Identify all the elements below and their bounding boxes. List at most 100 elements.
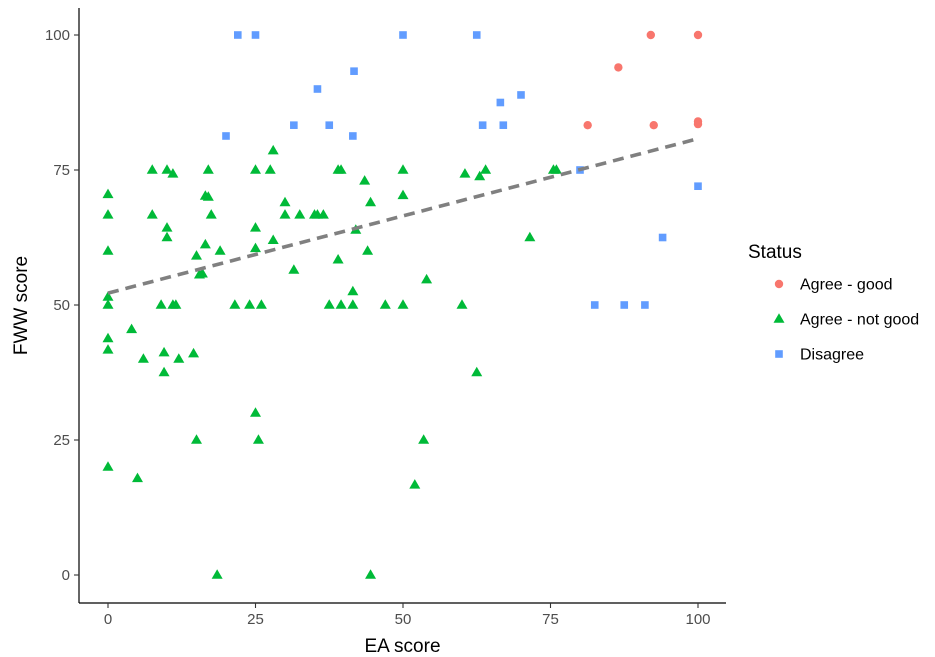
data-points [102, 30, 703, 579]
data-point-triangle [397, 299, 409, 309]
data-point-triangle [365, 196, 377, 207]
data-point-circle [614, 63, 623, 72]
y-axis-ticks: 0 25 50 75 100 [45, 27, 79, 584]
data-point-square [620, 301, 629, 309]
x-tick-label: 75 [542, 611, 559, 628]
y-tick-label: 25 [53, 432, 70, 449]
y-axis-title: FWW score [11, 256, 32, 355]
data-point-triangle [205, 209, 217, 219]
legend-label: Agree - not good [800, 312, 919, 329]
data-point-triangle [524, 231, 536, 242]
data-point-triangle [102, 461, 114, 471]
data-point-square [694, 182, 702, 190]
data-point-square [251, 31, 260, 39]
trend-line-group [107, 136, 699, 295]
data-point-circle [583, 120, 592, 130]
data-point-triangle [191, 434, 202, 444]
data-point-square [658, 233, 667, 242]
x-tick-label: 100 [685, 611, 710, 628]
data-point-triangle [161, 164, 173, 174]
data-point-triangle [288, 264, 300, 274]
data-point-triangle [264, 164, 276, 174]
legend-title: Status [748, 242, 802, 263]
data-point-triangle [250, 164, 261, 174]
data-point-triangle [459, 168, 471, 178]
data-point-triangle [456, 299, 468, 309]
y-tick-label: 0 [62, 567, 70, 584]
data-point-circle [693, 30, 703, 40]
data-point-square [496, 98, 505, 107]
data-point-triangle [137, 353, 149, 363]
data-point-triangle [347, 299, 359, 309]
data-point-square [234, 31, 242, 39]
data-point-triangle [409, 479, 421, 489]
legend-key-square [775, 350, 783, 358]
data-point-triangle [550, 164, 562, 174]
data-point-triangle [214, 245, 226, 255]
data-point-triangle [480, 164, 492, 174]
data-point-triangle [323, 299, 335, 309]
data-point-triangle [126, 323, 138, 334]
legend-items: Agree - good Agree - not good Disagree [773, 277, 919, 364]
legend-label: Disagree [800, 347, 864, 364]
data-point-triangle [418, 434, 430, 444]
data-point-triangle [170, 299, 182, 309]
y-tick-label: 50 [53, 297, 70, 314]
data-point-square [472, 31, 481, 39]
data-point-square [499, 121, 508, 129]
data-point-triangle [158, 346, 170, 357]
data-point-triangle [347, 285, 359, 296]
data-point-triangle [332, 253, 344, 264]
data-point-triangle [202, 191, 214, 201]
data-point-triangle [229, 299, 241, 309]
data-point-triangle [421, 273, 433, 284]
data-point-triangle [102, 291, 114, 301]
data-point-triangle [335, 299, 347, 309]
data-point-triangle [255, 299, 267, 309]
data-point-triangle [362, 245, 374, 255]
legend-key-triangle [773, 313, 785, 323]
data-point-triangle [211, 569, 223, 579]
data-point-triangle [294, 209, 306, 219]
data-point-square [350, 67, 358, 75]
data-point-triangle [267, 234, 279, 244]
x-axis-ticks: 0 25 50 75 100 [104, 603, 711, 628]
data-point-square [349, 132, 357, 140]
data-point-triangle [379, 299, 391, 309]
data-point-circle [649, 120, 658, 130]
x-axis-title: EA score [364, 636, 440, 657]
data-point-square [313, 85, 322, 93]
data-point-triangle [279, 209, 291, 219]
trend-line [107, 136, 699, 295]
y-tick-label: 100 [45, 27, 70, 44]
y-tick-label: 75 [53, 162, 70, 179]
data-point-triangle [397, 164, 409, 174]
x-tick-label: 25 [247, 611, 264, 628]
data-point-triangle [365, 569, 377, 579]
data-point-square [478, 121, 487, 129]
legend-label: Agree - good [800, 277, 893, 294]
axes: 0 25 50 75 100 0 25 50 75 100 [45, 8, 726, 628]
data-point-circle [693, 119, 703, 129]
data-point-triangle [161, 231, 173, 242]
data-point-triangle [173, 353, 185, 363]
data-point-triangle [471, 366, 483, 377]
data-point-triangle [267, 144, 279, 155]
data-point-triangle [158, 366, 170, 377]
data-point-triangle [250, 242, 261, 253]
data-point-square [325, 121, 334, 129]
data-point-triangle [102, 209, 114, 219]
data-point-triangle [191, 250, 202, 260]
data-point-triangle [155, 299, 167, 309]
data-point-circle [646, 30, 655, 40]
data-point-triangle [161, 222, 173, 232]
data-point-triangle [102, 299, 114, 309]
data-point-triangle [146, 209, 158, 219]
data-point-triangle [250, 407, 261, 417]
data-point-triangle [359, 175, 371, 185]
data-point-triangle [317, 209, 329, 219]
data-point-triangle [102, 344, 114, 354]
data-point-triangle [397, 189, 409, 200]
data-point-triangle [146, 164, 158, 174]
